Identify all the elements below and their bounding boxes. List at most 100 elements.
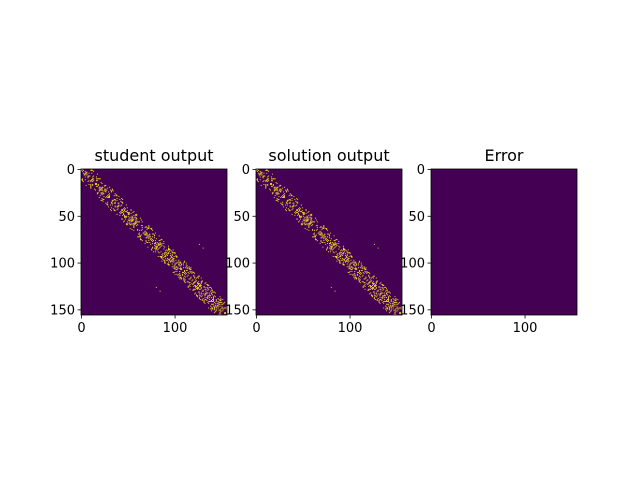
heatmap-cell	[315, 239, 317, 241]
heatmap-cell	[192, 289, 194, 291]
heatmap-cell	[211, 310, 213, 312]
heatmap-cell	[206, 284, 208, 286]
heatmap-cell	[159, 243, 161, 245]
heatmap-cell	[330, 245, 332, 247]
heatmap-cell	[81, 169, 82, 170]
heatmap-cell	[371, 277, 373, 279]
heatmap-cell	[328, 251, 329, 253]
heatmap-cell	[367, 279, 369, 281]
heatmap-cell	[152, 229, 154, 231]
heatmap-cell	[110, 204, 111, 206]
heatmap-cell	[294, 198, 296, 200]
heatmap-cell	[170, 256, 172, 258]
heatmap-cell	[330, 248, 332, 250]
heatmap-cell	[184, 276, 186, 278]
heatmap-cell	[192, 271, 194, 273]
heatmap-cell	[339, 246, 341, 248]
heatmap-cell	[87, 175, 89, 177]
heatmap-cell	[368, 282, 370, 284]
heatmap-cell	[126, 224, 128, 226]
heatmap-cell	[393, 310, 395, 312]
heatmap-cell	[170, 250, 172, 252]
heatmap-cell	[364, 278, 366, 280]
heatmap-cell	[302, 215, 304, 217]
heatmap-cell	[207, 301, 209, 303]
heatmap-cell	[169, 257, 171, 259]
heatmap-cell	[203, 301, 205, 303]
heatmap-cell	[210, 286, 212, 288]
heatmap-cell	[114, 206, 116, 208]
heatmap-cell	[335, 239, 337, 241]
heatmap-cell	[299, 211, 301, 213]
heatmap-cell	[218, 310, 220, 312]
heatmap-cell	[314, 236, 315, 238]
heatmap-cell	[327, 229, 329, 231]
heatmap-cell	[146, 242, 148, 243]
heatmap-cell	[169, 249, 171, 251]
heatmap-cell	[373, 283, 375, 285]
heatmap-cell	[143, 233, 145, 235]
heatmap-cell	[256, 180, 258, 182]
heatmap-cell	[90, 185, 92, 187]
heatmap-cell	[210, 305, 212, 307]
heatmap-cell	[387, 303, 388, 305]
heatmap-cell	[384, 299, 386, 301]
heatmap-cell	[349, 253, 351, 255]
heatmap-cell	[171, 256, 173, 258]
heatmap-cell	[120, 212, 122, 214]
heatmap-cell	[370, 285, 372, 287]
heatmap-cell	[200, 281, 202, 283]
heatmap-cell	[101, 199, 103, 201]
heatmap-cell	[341, 254, 343, 256]
heatmap-cell	[276, 199, 278, 201]
heatmap-cell	[298, 221, 300, 223]
heatmap-cell	[183, 277, 184, 279]
heatmap-cell	[190, 269, 192, 271]
heatmap-cell	[174, 273, 176, 275]
heatmap-cell	[141, 221, 143, 223]
heatmap-cell	[395, 298, 397, 300]
heatmap-cell	[346, 251, 348, 253]
heatmap-cell	[343, 258, 344, 260]
heatmap-cell	[261, 171, 263, 173]
heatmap-cell	[302, 212, 304, 213]
heatmap-cell	[296, 218, 298, 220]
heatmap-cell	[160, 239, 162, 241]
heatmap-cell	[345, 250, 347, 252]
heatmap-cell	[99, 195, 101, 197]
heatmap-cell	[369, 288, 371, 290]
heatmap-cell	[351, 271, 353, 272]
heatmap-cell	[305, 212, 307, 214]
heatmap-cell	[355, 265, 357, 267]
heatmap-cell	[386, 308, 388, 310]
heatmap-cell	[131, 219, 133, 221]
heatmap-cell	[327, 236, 329, 238]
heatmap-cell	[393, 303, 395, 305]
heatmap-cell	[157, 244, 159, 246]
heatmap-cell	[286, 200, 288, 202]
heatmap-cell	[144, 230, 146, 232]
heatmap-cell	[130, 223, 132, 225]
heatmap-cell	[140, 239, 142, 241]
heatmap-cell	[88, 175, 90, 177]
heatmap-cell	[348, 268, 350, 270]
heatmap-cell	[388, 295, 390, 297]
heatmap-cell	[288, 198, 290, 200]
heatmap-cell	[344, 249, 346, 251]
heatmap-cell	[334, 243, 336, 245]
heatmap-cell	[314, 238, 316, 240]
heatmap-cell	[121, 201, 123, 203]
heatmap-cell	[318, 231, 320, 233]
heatmap-cell	[349, 273, 351, 275]
heatmap-cell	[168, 264, 169, 266]
heatmap-cell	[365, 277, 367, 279]
heatmap-cell	[129, 216, 131, 218]
heatmap-cell	[124, 220, 125, 222]
heatmap-cell	[357, 274, 359, 276]
heatmap-cell	[306, 217, 308, 219]
heatmap-cell	[376, 281, 378, 283]
heatmap-cell	[101, 186, 103, 188]
heatmap-cell	[305, 209, 307, 211]
heatmap-cell	[207, 286, 209, 288]
heatmap-cell	[88, 172, 90, 174]
